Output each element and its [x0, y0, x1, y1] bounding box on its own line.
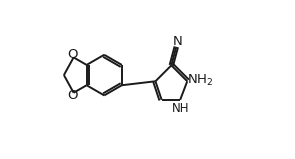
Text: NH$_2$: NH$_2$ [187, 73, 214, 88]
Text: N: N [173, 35, 182, 48]
Text: O: O [67, 89, 78, 102]
Text: NH: NH [172, 102, 190, 115]
Text: O: O [67, 48, 78, 61]
